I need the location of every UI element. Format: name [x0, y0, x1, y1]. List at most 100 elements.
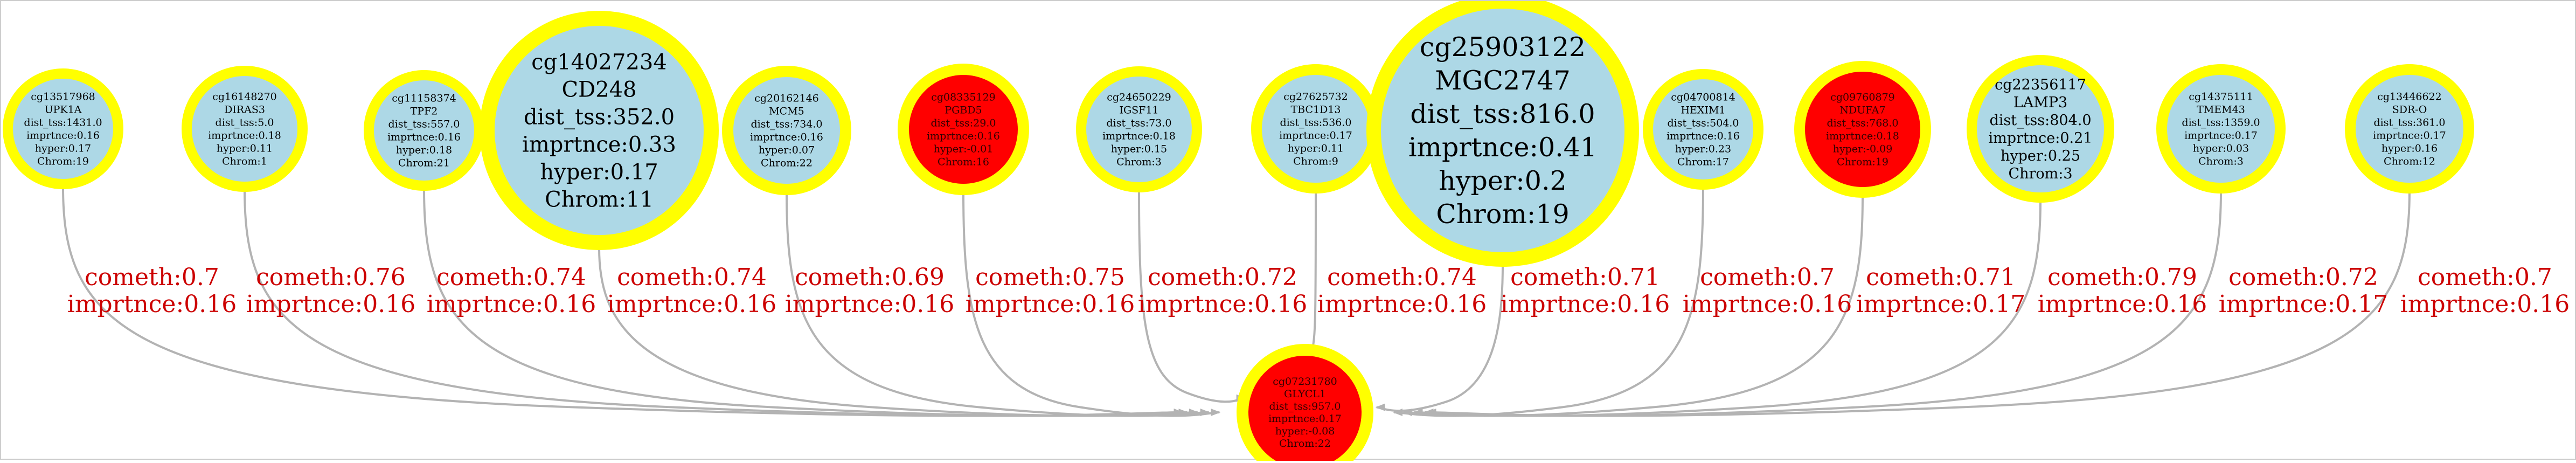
node-cg27625732: cg27625732TBC1D13dist_tss:536.0imprtnce:…	[1251, 64, 1380, 194]
node-cg14375111-line-3: imprtnce:0.17	[2184, 130, 2258, 142]
edge-label-cg27625732-cometh: cometh:0.74	[1327, 264, 1477, 291]
node-cg25903122-line-1: MGC2747	[1435, 65, 1571, 96]
node-cg09760879-line-0: cg09760879	[1830, 92, 1895, 103]
node-cg08335129-line-4: hyper:-0.01	[934, 143, 994, 155]
edge-label-cg08335129-imprtnce: imprtnce:0.16	[966, 291, 1135, 318]
node-cg27625732-line-5: Chrom:9	[1293, 156, 1338, 168]
node-cg13446622-line-5: Chrom:12	[2384, 156, 2435, 168]
node-cg13446622-line-0: cg13446622	[2377, 91, 2442, 103]
node-cg08335129-fill	[909, 75, 1018, 184]
node-cg11158374-fill	[374, 80, 474, 181]
edge-cg24650229	[1138, 190, 1246, 403]
edge-label-cg24650229-cometh: cometh:0.72	[1148, 264, 1297, 291]
edge-label-cg25903122-imprtnce: imprtnce:0.16	[1501, 291, 1670, 318]
node-cg25903122-line-5: Chrom:19	[1436, 199, 1569, 230]
node-cg14375111-line-0: cg14375111	[2189, 91, 2253, 103]
edge-label-cg14027234-cometh: cometh:0.74	[617, 264, 767, 291]
node-cg24650229-line-2: dist_tss:73.0	[1107, 118, 1172, 129]
node-cg24650229-line-1: IGSF11	[1119, 105, 1158, 116]
node-cg08335129-line-2: dist_tss:29.0	[931, 118, 996, 129]
node-cg22356117: cg22356117LAMP3dist_tss:804.0imprtnce:0.…	[1967, 55, 2114, 203]
edge-label-cg27625732-imprtnce: imprtnce:0.16	[1317, 291, 1487, 318]
node-cg04700814: cg04700814 HEXIM1 dist_tss:504.0imprtnce:0…	[1643, 69, 1763, 190]
node-cg13517968-fill	[13, 79, 113, 179]
node-cg25903122-line-2: dist_tss:816.0	[1410, 99, 1595, 129]
node-cg16148270-line-2: dist_tss:5.0	[216, 117, 274, 129]
node-cg22356117-line-1: LAMP3	[2013, 94, 2067, 111]
node-cg13517968-line-0: cg13517968	[31, 91, 95, 103]
node-cg22356117-line-3: imprtnce:0.21	[1989, 130, 2093, 147]
edge-label-cg24650229-imprtnce: imprtnce:0.16	[1138, 291, 1308, 318]
edge-label-cg20162146-imprtnce: imprtnce:0.16	[785, 291, 955, 318]
node-cg25903122-fill	[1381, 9, 1624, 252]
node-cg25903122-line-4: hyper:0.2	[1439, 165, 1566, 196]
edge-label-cg16148270-cometh: cometh:0.76	[256, 264, 406, 291]
target-node-cg07231780-line-5: Chrom:22	[1279, 438, 1331, 450]
node-cg04700814-line-1: HEXIM1	[1681, 105, 1725, 116]
node-cg22356117-line-2: dist_tss:804.0	[1989, 112, 2091, 129]
node-cg16148270: cg16148270DIRAS3dist_tss:5.0imprtnce:0.1…	[182, 66, 308, 192]
node-cg09760879-line-4: hyper:-0.09	[1833, 143, 1893, 155]
node-cg27625732-line-2: dist_tss:536.0	[1280, 117, 1351, 129]
node-cg08335129-line-3: imprtnce:0.16	[927, 130, 1000, 142]
edge-label-cg20162146-cometh: cometh:0.69	[795, 264, 945, 291]
node-cg08335129-line-1: PGBD5	[945, 105, 982, 116]
node-cg27625732-line-4: hyper:0.11	[1288, 143, 1344, 155]
node-cg20162146-line-3: imprtnce:0.16	[750, 132, 823, 143]
edge-label-cg14375111-imprtnce: imprtnce:0.17	[2219, 291, 2388, 318]
node-cg16148270-fill	[192, 76, 297, 182]
node-cg11158374-line-2: dist_tss:557.0	[388, 119, 460, 130]
edge-cg25903122	[1375, 264, 1504, 412]
node-cg14375111-line-2: dist_tss:1359.0	[2182, 117, 2260, 129]
node-cg22356117-line-5: Chrom:3	[2008, 165, 2072, 182]
edge-label-cg25903122-cometh: cometh:0.71	[1510, 264, 1660, 291]
target-node-cg07231780-line-3: imprtnce:0.17	[1268, 413, 1342, 425]
edge-label-cg11158374-cometh: cometh:0.74	[436, 264, 586, 291]
node-cg20162146-line-2: dist_tss:734.0	[751, 119, 822, 130]
node-cg27625732-line-0: cg27625732	[1283, 91, 1348, 103]
node-cg24650229-line-5: Chrom:3	[1116, 156, 1162, 168]
node-cg13446622-line-4: hyper:0.16	[2381, 143, 2438, 155]
node-cg11158374-line-4: hyper:0.18	[396, 144, 452, 156]
edge-cg08335129	[962, 192, 1221, 417]
node-cg09760879-fill	[1805, 72, 1920, 187]
node-cg24650229-line-3: imprtnce:0.18	[1102, 130, 1176, 142]
node-cg14027234-line-1: CD248	[561, 78, 636, 102]
target-node-cg07231780-line-0: cg07231780	[1273, 376, 1337, 388]
edge-label-layer: cometh:0.7imprtnce:0.16cometh:0.76imprtn…	[67, 264, 2570, 318]
edge-label-cg14375111-cometh: cometh:0.72	[2228, 264, 2378, 291]
node-cg25903122-line-3: imprtnce:0.41	[1408, 132, 1597, 163]
target-node-cg07231780-line-1: GLYCL1	[1284, 388, 1326, 400]
node-cg20162146-fill	[733, 77, 840, 184]
edge-label-cg04700814-imprtnce: imprtnce:0.16	[1683, 291, 1852, 318]
node-cg16148270-line-5: Chrom:1	[222, 156, 267, 168]
target-node-cg07231780-line-4: hyper:-0.08	[1275, 425, 1335, 437]
node-cg14027234-line-0: cg14027234	[531, 50, 667, 75]
node-cg16148270-line-1: DIRAS3	[224, 104, 265, 116]
node-cg11158374-line-0: cg11158374	[392, 93, 456, 105]
node-cg14375111-line-1: TMEM43	[2197, 104, 2245, 116]
edge-label-cg16148270-imprtnce: imprtnce:0.16	[246, 291, 416, 318]
target-node-cg07231780: cg07231780GLYCL1dist_tss:957.0imprtnce:0…	[1237, 344, 1373, 463]
node-cg09760879-line-1: NDUFA7	[1839, 105, 1885, 116]
node-cg14375111-line-5: Chrom:3	[2198, 156, 2244, 168]
edge-label-cg11158374-imprtnce: imprtnce:0.16	[427, 291, 596, 318]
node-cg04700814-line-4: hyper:0.23	[1675, 143, 1731, 155]
node-cg09760879-line-3: imprtnce:0.18	[1826, 130, 1899, 142]
node-cg14027234-line-3: imprtnce:0.33	[522, 133, 676, 157]
node-cg14375111: cg14375111TMEM43dist_tss:1359.0imprtnce:…	[2156, 64, 2286, 194]
node-cg11158374-line-1: TPF2	[411, 106, 438, 118]
node-cg13446622-line-2: dist_tss:361.0	[2373, 117, 2445, 129]
node-cg09760879-line-5: Chrom:19	[1837, 156, 1888, 168]
node-cg25903122: cg25903122MGC2747dist_tss:816.0imprtnce:…	[1366, 0, 1639, 267]
node-cg11158374-line-3: imprtnce:0.16	[387, 132, 461, 143]
node-layer: cg13517968UPK1Adist_tss:1431.0imprtnce:0…	[3, 0, 2474, 463]
node-cg16148270-line-4: hyper:0.11	[217, 143, 273, 155]
node-cg04700814-line-2: dist_tss:504.0	[1667, 118, 1739, 129]
node-cg13446622-fill	[2356, 75, 2463, 183]
node-cg14375111-fill	[2167, 75, 2275, 183]
node-cg04700814-line-5: Chrom:17	[1677, 156, 1729, 168]
edge-label-cg13517968-cometh: cometh:0.7	[85, 264, 219, 291]
